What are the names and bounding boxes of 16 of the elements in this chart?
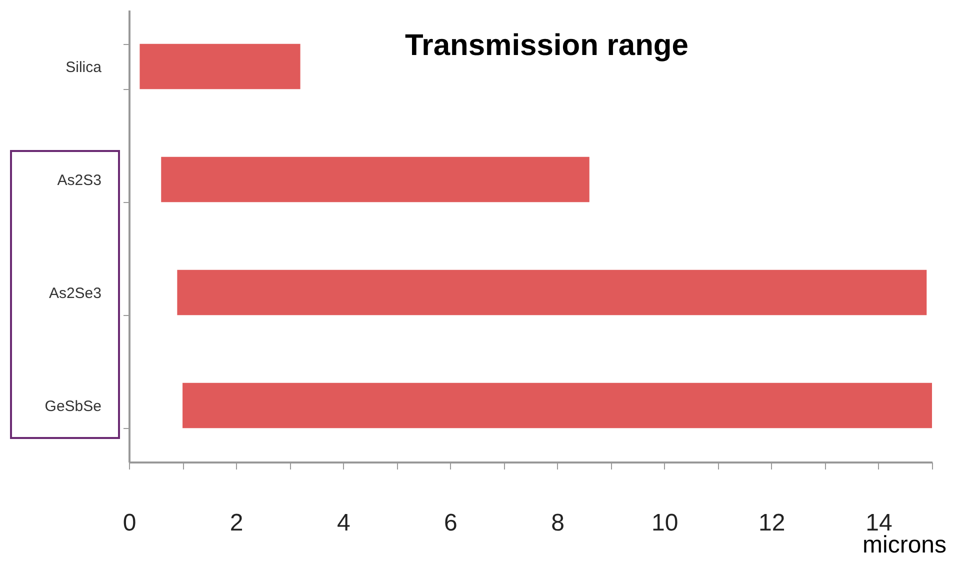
bar xyxy=(140,44,300,90)
x-tick-label: 10 xyxy=(651,510,678,536)
y-tick-label: As2S3 xyxy=(57,172,102,189)
x-tick-label: 2 xyxy=(230,510,244,536)
x-tick-label: 8 xyxy=(551,510,564,536)
x-tick-label: 0 xyxy=(122,510,136,536)
x-tick-label: 12 xyxy=(758,510,786,536)
y-tick-label: GeSbSe xyxy=(44,398,102,415)
bar xyxy=(161,156,590,202)
y-tick-label: Silica xyxy=(66,59,102,76)
bar xyxy=(182,382,932,428)
x-tick-label: 4 xyxy=(336,510,350,536)
x-tick-label: 6 xyxy=(444,510,458,536)
y-tick-label: As2Se3 xyxy=(48,285,102,302)
bar xyxy=(177,270,927,316)
text: Transmission range xyxy=(405,29,688,62)
